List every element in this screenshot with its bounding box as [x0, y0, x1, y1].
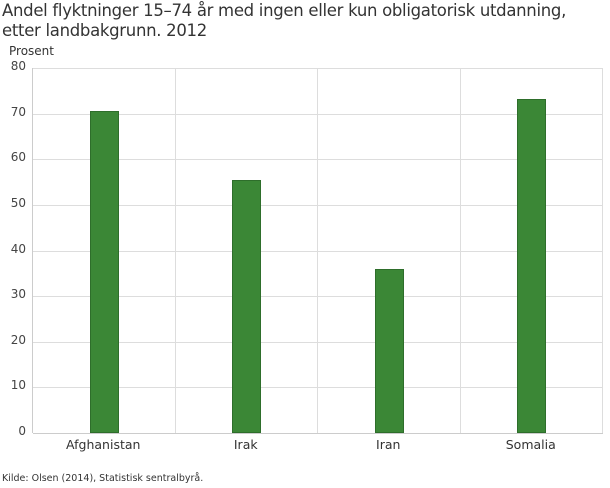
bar-somalia[interactable]	[517, 99, 547, 433]
y-tick-label: 60	[10, 150, 26, 165]
chart-title-line2: etter landbakgrunn. 2012	[2, 21, 207, 40]
y-tick-label: 0	[18, 424, 26, 438]
x-tick-label: Somalia	[505, 437, 556, 452]
y-tick-label: 10	[10, 378, 26, 393]
gridline-y-40	[33, 250, 603, 252]
gridline-y-70	[33, 113, 603, 115]
gridline-x	[174, 68, 176, 433]
gridline-y-10	[33, 387, 603, 389]
plot-area	[32, 68, 603, 434]
gridline-x	[317, 68, 318, 433]
y-tick-label: 30	[10, 287, 26, 302]
chart-title: Andel flyktninger 15–74 år med ingen ell…	[2, 1, 566, 41]
bar-irak[interactable]	[232, 180, 262, 433]
gridline-y-30	[33, 296, 603, 298]
y-tick-label: 70	[10, 104, 26, 119]
source-note: Kilde: Olsen (2014), Statistisk sentralb…	[2, 473, 204, 484]
bar-afghanistan[interactable]	[89, 110, 119, 433]
gridline-y-0	[33, 433, 603, 434]
gridline-y-80	[33, 68, 603, 69]
x-tick-label: Afghanistan	[66, 437, 141, 452]
x-tick-label: Irak	[233, 437, 258, 452]
y-tick-label: 50	[10, 195, 26, 210]
y-tick-label: 40	[10, 241, 26, 256]
x-tick-label: Iran	[376, 437, 401, 452]
y-tick-label: 80	[10, 59, 26, 73]
gridline-y-50	[33, 204, 603, 206]
chart-title-line1: Andel flyktninger 15–74 år med ingen ell…	[2, 1, 567, 20]
gridline-x	[459, 68, 461, 433]
y-axis-label: Prosent	[9, 44, 54, 58]
bar-iran[interactable]	[374, 268, 404, 433]
gridline-y-60	[33, 159, 603, 161]
y-tick-label: 20	[10, 332, 26, 347]
gridline-y-20	[33, 341, 603, 343]
gridline-x	[602, 68, 603, 433]
